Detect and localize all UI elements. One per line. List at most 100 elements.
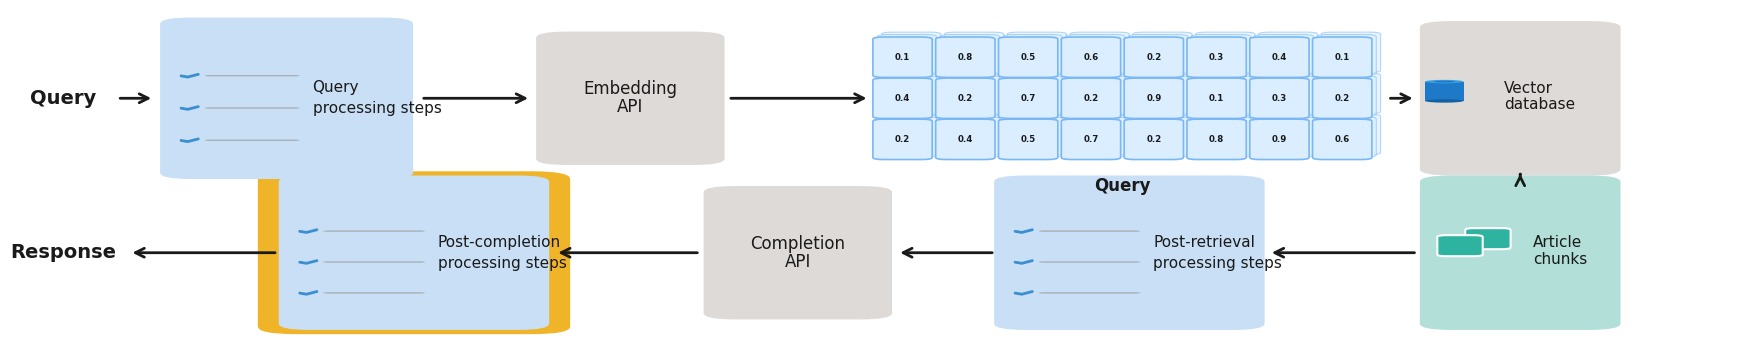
FancyBboxPatch shape	[1250, 37, 1308, 78]
FancyBboxPatch shape	[1312, 119, 1372, 159]
FancyBboxPatch shape	[1124, 78, 1183, 119]
FancyBboxPatch shape	[1254, 76, 1314, 116]
FancyBboxPatch shape	[940, 35, 1000, 75]
FancyBboxPatch shape	[1259, 32, 1317, 72]
Text: Post-completion: Post-completion	[438, 235, 562, 250]
FancyBboxPatch shape	[1065, 35, 1125, 75]
FancyBboxPatch shape	[1254, 35, 1314, 75]
FancyBboxPatch shape	[1129, 117, 1189, 157]
Text: 0.8: 0.8	[1210, 135, 1224, 144]
FancyBboxPatch shape	[1196, 73, 1256, 113]
FancyBboxPatch shape	[1259, 114, 1317, 154]
Text: database: database	[1504, 97, 1574, 112]
FancyBboxPatch shape	[1321, 114, 1381, 154]
FancyBboxPatch shape	[1321, 73, 1381, 113]
Text: 0.9: 0.9	[1146, 94, 1162, 103]
FancyBboxPatch shape	[998, 37, 1058, 78]
Bar	[1425, 81, 1463, 101]
Text: 0.6: 0.6	[1335, 135, 1351, 144]
FancyBboxPatch shape	[322, 230, 426, 232]
Text: 0.4: 0.4	[1271, 53, 1287, 62]
Text: 0.2: 0.2	[1146, 53, 1162, 62]
FancyBboxPatch shape	[882, 114, 940, 154]
FancyBboxPatch shape	[1132, 32, 1192, 72]
FancyBboxPatch shape	[1062, 37, 1120, 78]
FancyBboxPatch shape	[1071, 73, 1129, 113]
FancyBboxPatch shape	[882, 73, 940, 113]
Text: 0.3: 0.3	[1271, 94, 1287, 103]
Text: processing steps: processing steps	[1153, 256, 1282, 271]
Text: Query: Query	[30, 89, 97, 108]
FancyBboxPatch shape	[1190, 76, 1250, 116]
FancyBboxPatch shape	[1132, 73, 1192, 113]
FancyBboxPatch shape	[160, 18, 414, 179]
FancyBboxPatch shape	[204, 107, 299, 109]
FancyBboxPatch shape	[1062, 78, 1120, 119]
FancyBboxPatch shape	[1002, 76, 1062, 116]
FancyBboxPatch shape	[204, 75, 299, 77]
FancyBboxPatch shape	[322, 261, 426, 263]
FancyBboxPatch shape	[1196, 114, 1256, 154]
FancyBboxPatch shape	[1250, 78, 1308, 119]
Text: 0.7: 0.7	[1020, 94, 1035, 103]
FancyBboxPatch shape	[1187, 119, 1247, 159]
FancyBboxPatch shape	[1317, 35, 1377, 75]
FancyBboxPatch shape	[882, 32, 940, 72]
FancyBboxPatch shape	[877, 117, 937, 157]
Text: 0.2: 0.2	[958, 94, 974, 103]
FancyBboxPatch shape	[1007, 114, 1067, 154]
FancyBboxPatch shape	[1124, 37, 1183, 78]
FancyBboxPatch shape	[1419, 21, 1620, 176]
Text: 0.5: 0.5	[1021, 135, 1035, 144]
Text: 0.9: 0.9	[1271, 135, 1287, 144]
FancyBboxPatch shape	[1071, 114, 1129, 154]
FancyBboxPatch shape	[1129, 76, 1189, 116]
FancyBboxPatch shape	[935, 119, 995, 159]
FancyBboxPatch shape	[1007, 73, 1067, 113]
FancyBboxPatch shape	[1419, 176, 1620, 330]
Text: 0.7: 0.7	[1083, 135, 1099, 144]
FancyBboxPatch shape	[873, 119, 932, 159]
FancyBboxPatch shape	[1187, 37, 1247, 78]
FancyBboxPatch shape	[1437, 235, 1483, 256]
FancyBboxPatch shape	[1037, 261, 1141, 263]
Text: 0.1: 0.1	[895, 53, 910, 62]
Text: processing steps: processing steps	[313, 101, 442, 116]
FancyBboxPatch shape	[1062, 119, 1120, 159]
FancyBboxPatch shape	[1190, 35, 1250, 75]
FancyBboxPatch shape	[877, 35, 937, 75]
FancyBboxPatch shape	[1317, 76, 1377, 116]
FancyBboxPatch shape	[204, 140, 299, 141]
FancyBboxPatch shape	[1312, 78, 1372, 119]
FancyBboxPatch shape	[1002, 35, 1062, 75]
Text: 0.2: 0.2	[895, 135, 910, 144]
Text: Completion: Completion	[750, 234, 845, 253]
Text: 0.4: 0.4	[958, 135, 974, 144]
FancyBboxPatch shape	[1317, 117, 1377, 157]
Text: 0.3: 0.3	[1210, 53, 1224, 62]
Ellipse shape	[1433, 81, 1455, 82]
FancyBboxPatch shape	[873, 78, 932, 119]
FancyBboxPatch shape	[935, 78, 995, 119]
FancyBboxPatch shape	[257, 171, 571, 334]
FancyBboxPatch shape	[998, 119, 1058, 159]
Text: 0.4: 0.4	[895, 94, 910, 103]
Text: processing steps: processing steps	[438, 256, 567, 271]
FancyBboxPatch shape	[998, 78, 1058, 119]
Ellipse shape	[1425, 80, 1463, 83]
Text: 0.5: 0.5	[1021, 53, 1035, 62]
Text: API: API	[785, 253, 812, 271]
Text: Response: Response	[11, 243, 116, 262]
Text: Query: Query	[313, 80, 359, 95]
FancyBboxPatch shape	[1321, 32, 1381, 72]
Text: 0.1: 0.1	[1210, 94, 1224, 103]
Text: 0.1: 0.1	[1335, 53, 1351, 62]
FancyBboxPatch shape	[935, 37, 995, 78]
FancyBboxPatch shape	[1254, 117, 1314, 157]
Text: 0.2: 0.2	[1335, 94, 1351, 103]
FancyBboxPatch shape	[1132, 114, 1192, 154]
FancyBboxPatch shape	[1312, 37, 1372, 78]
FancyBboxPatch shape	[877, 76, 937, 116]
FancyBboxPatch shape	[995, 176, 1264, 330]
FancyBboxPatch shape	[940, 117, 1000, 157]
